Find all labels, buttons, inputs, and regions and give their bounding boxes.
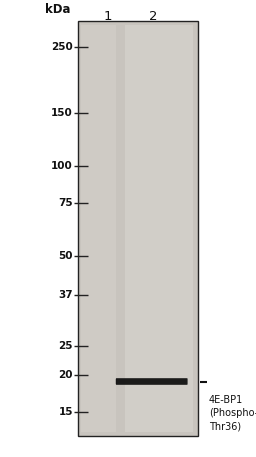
Text: 75: 75 <box>58 198 73 208</box>
Text: 1: 1 <box>103 10 112 23</box>
Text: 20: 20 <box>58 370 73 380</box>
FancyBboxPatch shape <box>116 378 187 385</box>
Text: 2: 2 <box>149 10 158 23</box>
Text: 15: 15 <box>58 407 73 417</box>
Bar <box>78 21 198 436</box>
Text: 25: 25 <box>58 341 73 351</box>
Text: 4E-BP1
(Phospho-
Thr36): 4E-BP1 (Phospho- Thr36) <box>209 395 256 431</box>
Text: 50: 50 <box>58 251 73 261</box>
Text: 100: 100 <box>51 161 73 170</box>
Text: kDa: kDa <box>45 3 70 16</box>
Text: 37: 37 <box>58 290 73 300</box>
Bar <box>81 25 116 432</box>
Text: 250: 250 <box>51 42 73 52</box>
Text: 150: 150 <box>51 108 73 118</box>
Bar <box>125 25 193 432</box>
